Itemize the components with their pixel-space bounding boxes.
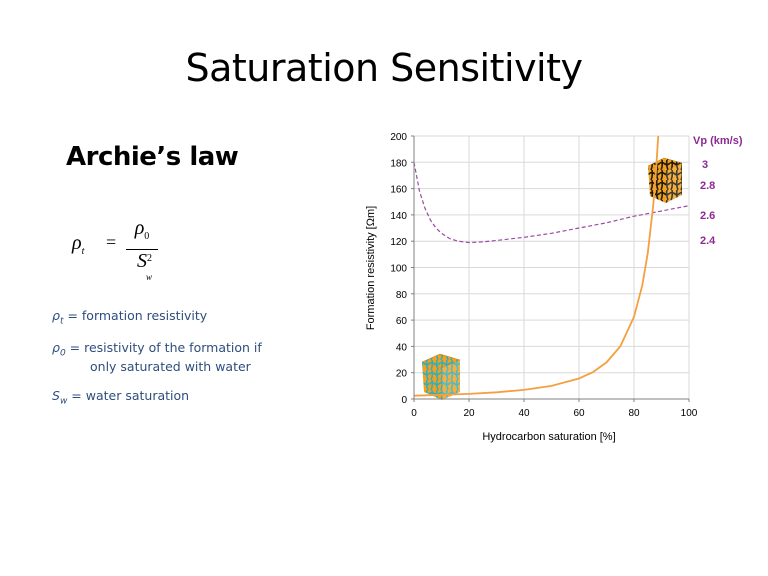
- x-tick-label: 20: [463, 408, 475, 419]
- def-symbol-sub: w: [59, 396, 68, 407]
- y-axis-label: Formation resistivity [Ωm]: [365, 206, 377, 330]
- x-tick-labels: 0 20 40 60 80 100: [411, 408, 698, 419]
- y-tick-label: 40: [396, 342, 408, 353]
- y-tick-label: 160: [390, 185, 407, 196]
- definition-rho-t: ρt = formation resistivity: [52, 308, 207, 327]
- x-tick-label: 80: [628, 408, 640, 419]
- y-tick-label: 140: [390, 211, 407, 222]
- y-tick-label: 200: [390, 132, 407, 143]
- def-symbol-char: ρ: [52, 308, 60, 323]
- def-text: = formation resistivity: [63, 308, 208, 323]
- def-symbol: Sw: [52, 388, 67, 407]
- y-tick-label: 100: [390, 264, 407, 275]
- y-tick-label: 180: [390, 158, 407, 169]
- x-tick-label: 0: [411, 408, 417, 419]
- x-axis-label: Hydrocarbon saturation [%]: [482, 431, 615, 443]
- rho0-symbol: ρ: [134, 217, 145, 239]
- def-text: = water saturation: [67, 388, 190, 403]
- numerator: ρ0: [126, 218, 158, 250]
- def-symbol-sub: t: [59, 316, 64, 327]
- rho-symbol: ρ: [72, 232, 82, 254]
- vp-label-3: 3: [702, 159, 708, 171]
- vp-label-2-6: 2.6: [700, 210, 715, 222]
- water-saturated-rock-cube-icon: [421, 353, 461, 400]
- hydrocarbon-saturated-rock-cube-icon: [647, 157, 683, 203]
- lhs-subscript: t: [81, 246, 85, 257]
- definition-rho-0-continuation: only saturated with water: [90, 359, 251, 374]
- def-symbol-char: S: [52, 388, 60, 403]
- slide-title: Saturation Sensitivity: [185, 46, 584, 90]
- x-tick-label: 100: [681, 408, 698, 419]
- vp-axis-title: Vp (km/s): [693, 135, 743, 147]
- def-symbol: ρt: [52, 308, 63, 327]
- y-tick-label: 80: [396, 290, 408, 301]
- vp-label-2-8: 2.8: [700, 180, 715, 192]
- def-symbol: ρ0: [52, 340, 66, 359]
- den-superscript: 2: [147, 253, 152, 264]
- resistivity-curve: [414, 136, 660, 397]
- def-symbol-char: ρ: [52, 340, 60, 355]
- formula-lhs: ρt: [72, 232, 84, 257]
- def-symbol-sub: 0: [59, 348, 66, 359]
- s-symbol: S: [137, 250, 147, 272]
- y-tick-label: 60: [396, 316, 408, 327]
- vp-curve: [414, 162, 689, 244]
- y-tick-labels: 0 20 40 60 80 100 120 140 160 180 200: [390, 132, 407, 406]
- def-text: = resistivity of the formation if: [65, 340, 262, 355]
- y-tick-label: 0: [401, 395, 407, 406]
- num-subscript: 0: [144, 231, 150, 242]
- definition-sw: Sw = water saturation: [52, 388, 189, 407]
- y-tick-label: 120: [390, 237, 407, 248]
- den-subscript: w: [146, 272, 153, 282]
- x-tick-label: 60: [573, 408, 585, 419]
- section-heading: Archie’s law: [66, 142, 239, 172]
- y-tick-label: 20: [396, 369, 408, 380]
- equals-sign: =: [106, 232, 117, 252]
- x-tick-label: 40: [518, 408, 530, 419]
- definition-rho-0: ρ0 = resistivity of the formation if: [52, 340, 262, 359]
- vp-label-2-4: 2.4: [700, 235, 716, 247]
- vp-right-axis-labels: Vp (km/s) 3 2.8 2.6 2.4: [693, 135, 743, 247]
